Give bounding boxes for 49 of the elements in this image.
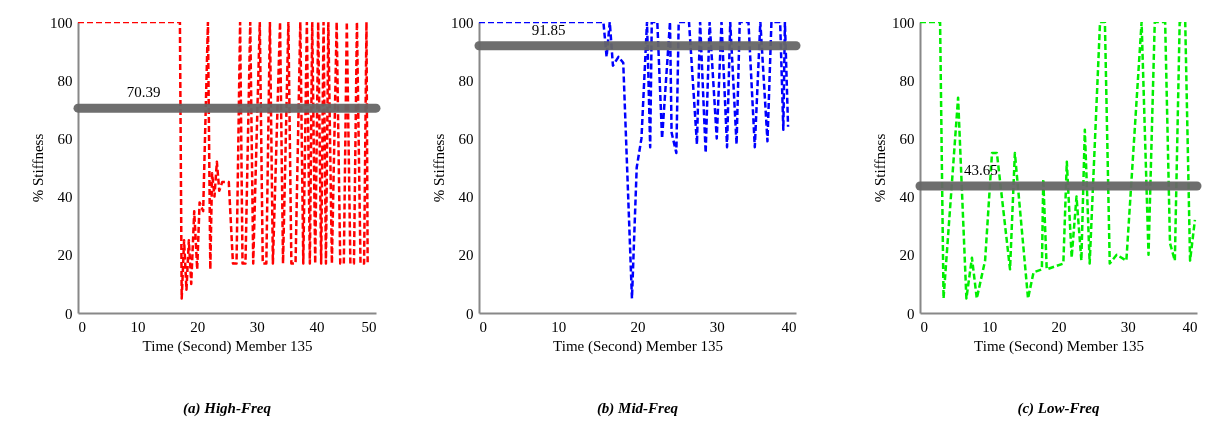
- y-tick-label: 60: [57, 130, 73, 147]
- y-tick-label: 40: [57, 189, 73, 206]
- x-tick-label: 20: [1051, 318, 1067, 335]
- x-tick-label: 30: [1120, 318, 1136, 335]
- y-tick-label: 20: [899, 247, 915, 264]
- x-tick-label: 10: [130, 318, 146, 335]
- x-tick-label: 40: [309, 318, 325, 335]
- text: (b) Mid-Freq: [596, 400, 679, 417]
- y-tick-label: 60: [899, 130, 915, 147]
- y-tick-label: 40: [899, 189, 915, 206]
- x-axis-title: Time (Second) Member 135: [553, 337, 723, 355]
- y-tick-label: 80: [899, 72, 915, 89]
- x-tick-label: 10: [551, 318, 567, 335]
- y-tick-label: 80: [458, 72, 474, 89]
- y-axis-title: % Stiffness: [431, 133, 447, 203]
- x-axis-title: Time (Second) Member 135: [142, 337, 313, 355]
- line-series: [78, 22, 369, 300]
- x-tick-label: 40: [1182, 318, 1198, 335]
- y-tick-label: 0: [466, 305, 474, 322]
- x-tick-label: 0: [78, 318, 86, 335]
- ref-line-label: 70.39: [126, 84, 161, 101]
- y-tick-label: 80: [57, 72, 73, 89]
- ref-line-label: 43.65: [964, 161, 998, 178]
- y-axis-title: % Stiffness: [30, 133, 46, 203]
- text: (a) High-Freq: [183, 400, 272, 417]
- y-tick-label: 20: [57, 247, 73, 264]
- y-tick-label: 20: [458, 247, 474, 264]
- y-tick-label: 100: [892, 14, 915, 31]
- x-tick-label: 0: [479, 318, 487, 335]
- y-tick-label: 40: [458, 189, 474, 206]
- y-tick-label: 60: [458, 130, 474, 147]
- y-tick-label: 0: [907, 305, 915, 322]
- y-axis-title: % Stiffness: [872, 133, 888, 203]
- y-tick-label: 100: [50, 14, 73, 31]
- x-tick-label: 40: [781, 318, 797, 335]
- y-tick-label: 0: [65, 305, 73, 322]
- x-tick-label: 10: [982, 318, 998, 335]
- x-tick-label: 20: [190, 318, 206, 335]
- x-tick-label: 0: [920, 318, 928, 335]
- x-tick-label: 30: [709, 318, 725, 335]
- x-tick-label: 20: [630, 318, 646, 335]
- x-tick-label: 50: [361, 318, 377, 335]
- line-series: [920, 22, 1197, 300]
- ref-line-label: 91.85: [531, 21, 566, 38]
- x-tick-label: 30: [249, 318, 265, 335]
- text: (c) Low-Freq: [1017, 400, 1101, 417]
- x-axis-title: Time (Second) Member 135: [974, 337, 1144, 355]
- line-series: [479, 22, 790, 300]
- y-tick-label: 100: [451, 14, 474, 31]
